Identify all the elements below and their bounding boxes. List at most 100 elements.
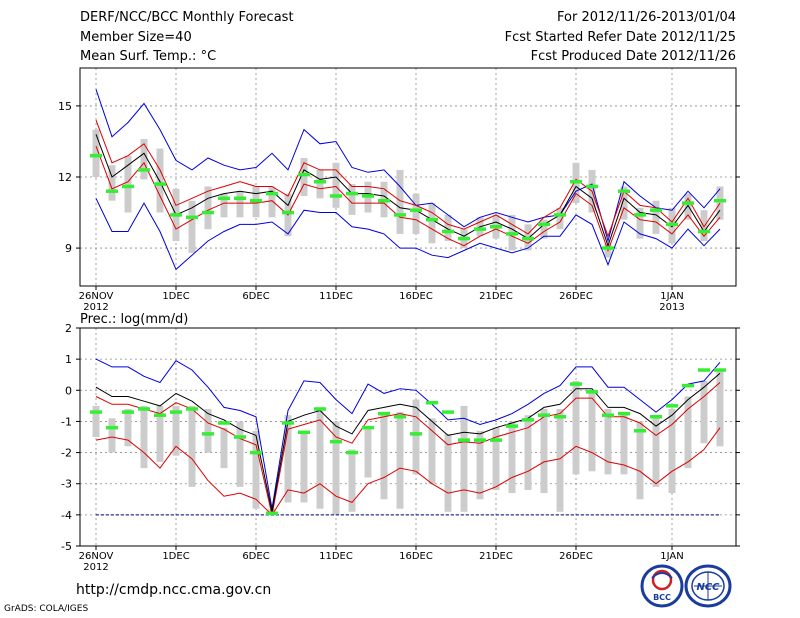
ncc-logo: NCC — [684, 564, 732, 608]
bottom-xtick-label: 16DEC — [399, 551, 433, 562]
source-url[interactable]: http://cmdp.ncc.cma.gov.cn — [76, 582, 272, 598]
bottom-xtick-label: 11DEC — [319, 551, 353, 562]
bottom-box — [92, 405, 100, 437]
bottom-box — [204, 408, 212, 453]
top-box — [684, 193, 692, 220]
top-box — [236, 191, 244, 218]
top-ytick-label: 15 — [58, 100, 72, 113]
top-q3-line — [95, 119, 721, 238]
top-box — [620, 186, 628, 220]
top-xtick-label: 16DEC — [399, 291, 433, 302]
bottom-box — [188, 405, 196, 487]
top-ytick-label: 9 — [65, 242, 72, 255]
bottom-box — [396, 412, 404, 509]
bottom-mean-line — [95, 372, 721, 512]
bottom-box — [316, 408, 324, 509]
top-box — [300, 158, 308, 196]
top-box — [348, 184, 356, 215]
bottom-box — [492, 427, 500, 490]
top-box — [428, 203, 436, 244]
top-max-line — [95, 89, 721, 243]
bottom-box — [364, 427, 372, 478]
bottom-box — [460, 405, 468, 512]
bottom-xtick-label: 1JAN — [660, 551, 683, 562]
bottom-ylabel: Prec.: log(mm/d) — [80, 312, 188, 327]
bottom-xtick-label: 6DEC — [242, 551, 269, 562]
bottom-box — [124, 408, 132, 447]
bottom-q3-line — [95, 382, 721, 516]
bottom-box — [412, 399, 420, 475]
bottom-box — [300, 430, 308, 503]
top-mean-line — [95, 134, 721, 248]
top-min-line — [95, 198, 721, 271]
chart-title: DERF/NCC/BCC Monthly Forecast — [80, 10, 294, 25]
bottom-box — [524, 415, 532, 490]
bottom-box — [172, 405, 180, 456]
bcc-logo: BCC — [640, 564, 684, 608]
bottom-q1-line — [95, 427, 721, 516]
bottom-box — [684, 396, 692, 469]
bottom-box — [620, 412, 628, 475]
top-q1-line — [95, 146, 721, 252]
top-box — [220, 193, 228, 218]
bottom-box — [508, 421, 516, 494]
top-xtick-label: 26DEC — [559, 291, 593, 302]
bottom-box — [332, 421, 340, 515]
top-xtick-label: 1DEC — [162, 291, 189, 302]
bottom-box — [220, 427, 228, 469]
forecast-period: For 2012/11/26-2013/01/04 — [557, 10, 736, 25]
top-box — [156, 148, 164, 213]
bottom-xtick-label: 26DEC — [559, 551, 593, 562]
top-box — [188, 200, 196, 253]
top-xtick-label: 6DEC — [242, 291, 269, 302]
bottom-box — [556, 408, 564, 512]
top-box — [108, 165, 116, 201]
member-size: Member Size=40 — [80, 30, 192, 45]
bottom-box — [236, 421, 244, 487]
top-frame — [79, 67, 737, 287]
top-ytick-label: 12 — [58, 171, 72, 184]
bottom-ytick-label: -4 — [61, 509, 72, 522]
top-box — [700, 210, 708, 241]
top-xtick-label: 11DEC — [319, 291, 353, 302]
top-box — [92, 129, 100, 177]
top-box — [316, 169, 324, 199]
bottom-ytick-label: -5 — [61, 540, 72, 553]
fcst-produced-date: Fcst Produced Date 2012/11/26 — [530, 49, 736, 64]
bottom-box — [140, 405, 148, 469]
bottom-ytick-label: -3 — [61, 478, 72, 491]
bottom-box — [380, 412, 388, 500]
bottom-ytick-label: -1 — [61, 415, 72, 428]
bottom-box — [540, 408, 548, 494]
bottom-xtick-label: 1DEC — [162, 551, 189, 562]
top-box — [332, 162, 340, 208]
top-box — [556, 207, 564, 230]
bottom-box — [348, 449, 356, 512]
bottom-ytick-label: -2 — [61, 447, 72, 460]
bottom-box — [252, 430, 260, 509]
bottom-box — [604, 408, 612, 475]
bottom-ytick-label: 1 — [65, 353, 72, 366]
top-xtick-sublabel: 2013 — [659, 302, 684, 313]
bottom-box — [588, 390, 596, 472]
top-box — [636, 207, 644, 239]
bottom-box — [284, 415, 292, 503]
bottom-box — [428, 418, 436, 484]
bottom-box — [476, 430, 484, 500]
bottom-frame — [79, 327, 737, 547]
top-box — [444, 214, 452, 241]
variable-label: Mean Surf. Temp.: °C — [80, 49, 217, 64]
top-xtick-sublabel: 2012 — [83, 302, 108, 313]
top-xtick-label: 1JAN — [660, 291, 683, 302]
bottom-box — [700, 380, 708, 444]
top-box — [716, 186, 724, 220]
bottom-box — [636, 421, 644, 500]
bottom-xtick-sublabel: 2012 — [83, 562, 108, 573]
top-xtick-label: 26NOV — [79, 291, 114, 302]
top-box — [540, 219, 548, 239]
bottom-box — [444, 433, 452, 512]
top-box — [204, 186, 212, 230]
bottom-box — [572, 380, 580, 475]
bottom-xtick-label: 21DEC — [479, 551, 513, 562]
